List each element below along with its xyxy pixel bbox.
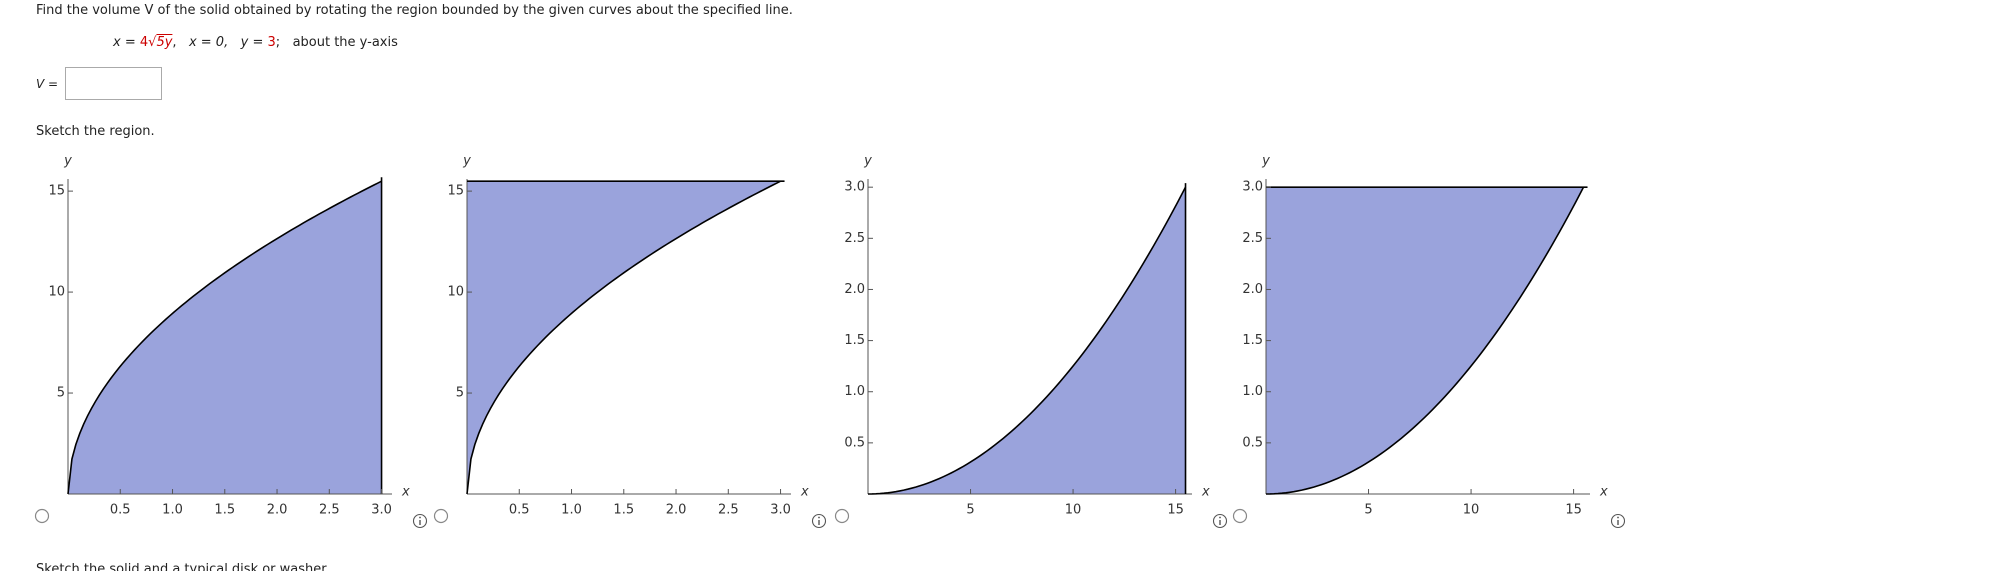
eq-radicand: 5y — [156, 35, 173, 50]
curve — [1265, 186, 1585, 495]
curve — [466, 180, 781, 495]
x-tick-label: 2.5 — [718, 503, 739, 518]
y-tick-label: 0.5 — [1242, 435, 1263, 450]
x-tick-label: 1.5 — [613, 503, 634, 518]
x-tick-label: 10 — [1065, 503, 1082, 518]
curve — [67, 180, 382, 495]
x-tick-label: 0.5 — [110, 503, 131, 518]
y-tick-label: 15 — [447, 184, 464, 199]
region — [467, 181, 781, 494]
y-axis-label: y — [462, 154, 471, 169]
prompt: Find the volume V of the solid obtained … — [36, 3, 793, 18]
answer-label: V = — [36, 77, 59, 91]
x-tick-label: 5 — [966, 503, 974, 518]
eq-sep: , — [172, 35, 177, 50]
x-tick-label: 1.0 — [162, 503, 183, 518]
radio-button[interactable] — [1232, 508, 1248, 524]
x-axis-label: x — [401, 485, 410, 500]
eq-third: y = — [240, 35, 264, 50]
y-tick-label: 3.0 — [1242, 180, 1263, 195]
y-tick-label: 2.0 — [844, 282, 865, 297]
y-tick-label: 1.5 — [844, 333, 865, 348]
region — [68, 181, 382, 494]
y-axis-label: y — [1261, 154, 1270, 169]
y-tick-label: 10 — [48, 285, 65, 300]
info-icon-dot — [419, 516, 421, 519]
y-tick-label: 0.5 — [844, 435, 865, 450]
x-tick-label: 5 — [1364, 503, 1372, 518]
eq-third-value: 3 — [267, 35, 276, 50]
y-tick-label: 5 — [456, 386, 464, 401]
y-tick-label: 1.0 — [844, 384, 865, 399]
info-icon-dot — [1617, 516, 1619, 519]
y-tick-label: 2.0 — [1242, 282, 1263, 297]
x-tick-label: 2.5 — [319, 503, 340, 518]
x-tick-label: 2.0 — [666, 503, 687, 518]
eq-radical: √ — [148, 35, 157, 50]
x-tick-label: 15 — [1167, 503, 1184, 518]
x-tick-label: 0.5 — [509, 503, 530, 518]
y-tick-label: 1.0 — [1242, 384, 1263, 399]
eq-coef: 4 — [139, 35, 149, 50]
x-tick-label: 15 — [1565, 503, 1582, 518]
radio-button[interactable] — [834, 508, 850, 524]
info-icon-dot — [818, 516, 820, 519]
sketch-prompt: Sketch the region. — [36, 124, 155, 139]
y-tick-label: 15 — [48, 184, 65, 199]
next-prompt: Sketch the solid and a typical disk or w… — [36, 562, 330, 571]
eq-axis: about the y-axis — [292, 35, 398, 50]
x-tick-label: 10 — [1463, 503, 1480, 518]
info-icon-dot — [1219, 516, 1221, 519]
radio-button[interactable] — [34, 508, 50, 524]
y-axis-label: y — [63, 154, 72, 169]
curve — [867, 186, 1187, 495]
x-tick-label: 3.0 — [371, 503, 392, 518]
x-axis-label: x — [1201, 485, 1210, 500]
y-tick-label: 10 — [447, 285, 464, 300]
x-axis-label: x — [1599, 485, 1608, 500]
y-axis-label: y — [863, 154, 872, 169]
region — [868, 187, 1186, 494]
region — [1266, 187, 1584, 494]
radio-button[interactable] — [433, 508, 449, 524]
y-tick-label: 2.5 — [844, 231, 865, 246]
y-tick-label: 2.5 — [1242, 231, 1263, 246]
x-tick-label: 3.0 — [770, 503, 791, 518]
y-tick-label: 1.5 — [1242, 333, 1263, 348]
y-tick-label: 3.0 — [844, 180, 865, 195]
x-axis-label: x — [800, 485, 809, 500]
y-tick-label: 5 — [57, 386, 65, 401]
equation: x = 4√5y, x = 0, y = 3; about the y-axis — [113, 35, 398, 50]
answer-input[interactable] — [65, 67, 162, 100]
eq-lhs: x = — [113, 35, 136, 50]
x-tick-label: 1.0 — [561, 503, 582, 518]
eq-second: x = 0, — [188, 35, 229, 50]
eq-sep: ; — [275, 35, 281, 50]
x-tick-label: 2.0 — [267, 503, 288, 518]
x-tick-label: 1.5 — [214, 503, 235, 518]
